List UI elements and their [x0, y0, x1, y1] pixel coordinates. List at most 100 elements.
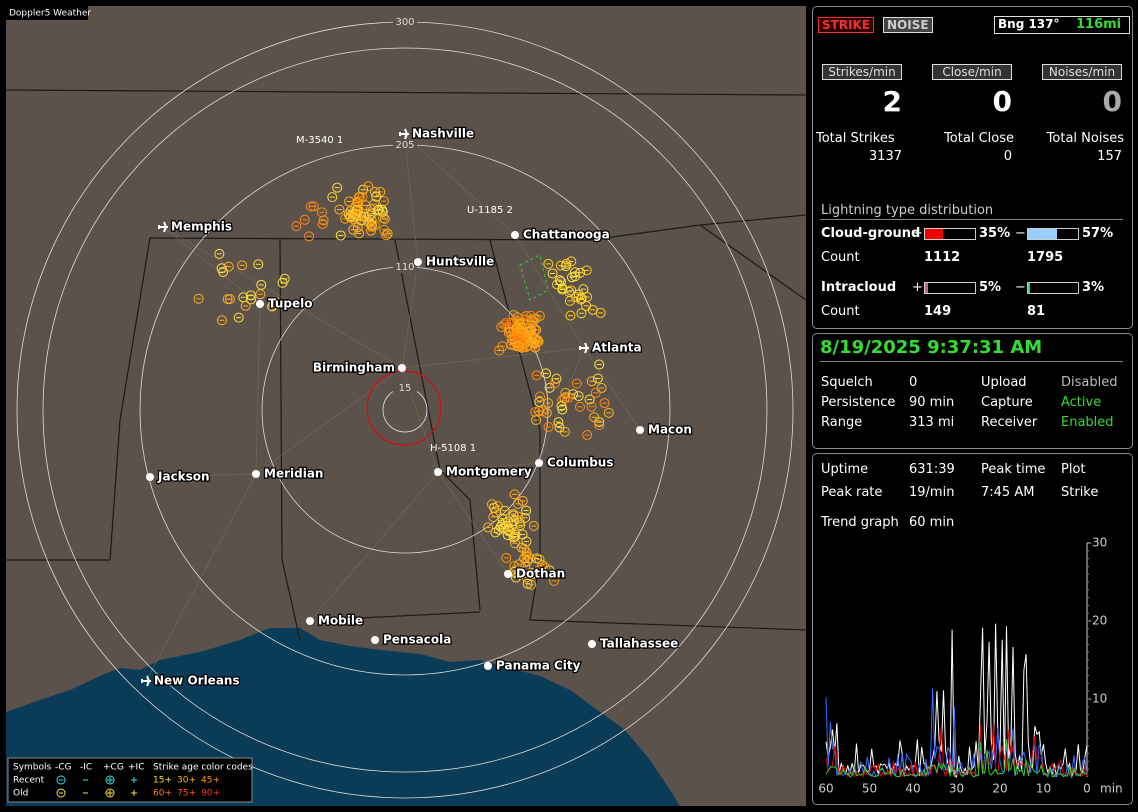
range-ring: [42, 47, 768, 773]
city-dot: [371, 636, 379, 644]
setting-value: 0: [909, 375, 918, 390]
city-label: Panama City: [496, 659, 581, 673]
service-value: Disabled: [1061, 375, 1118, 390]
service-label: Receiver: [981, 415, 1038, 430]
stat: Strike: [1061, 485, 1099, 500]
strike: [193, 293, 204, 304]
strike: [253, 259, 264, 270]
strike: [224, 294, 235, 305]
legend-symbol: [105, 788, 115, 798]
total-value: 0: [1003, 149, 1012, 164]
strike: [560, 387, 571, 398]
legend-header: Strike age color codes: [153, 763, 253, 773]
strike: [557, 404, 568, 415]
total-label: Total Strikes: [816, 131, 895, 146]
strike: [511, 572, 522, 583]
stat: 19/min: [909, 485, 955, 500]
service-label: Upload: [981, 375, 1027, 390]
strike: [521, 341, 532, 352]
legend-header: -CG: [55, 763, 72, 773]
strike: [525, 325, 536, 336]
meter-fill: [1028, 229, 1057, 239]
city-dot: [504, 570, 512, 578]
age-code: 45+: [201, 776, 220, 786]
age-code: 30+: [177, 776, 196, 786]
strike: [592, 373, 603, 384]
strike: [571, 292, 582, 303]
strike: [531, 324, 542, 335]
stat: Plot: [1061, 462, 1086, 477]
strike: [513, 329, 524, 340]
strike: [360, 200, 371, 211]
city-label: Dothan: [516, 567, 565, 581]
meter-track: [924, 282, 976, 294]
legend-symbol: [131, 790, 137, 796]
strike: [551, 373, 562, 384]
city-dot: [256, 300, 264, 308]
settings-box: [812, 333, 1133, 449]
strike: [599, 398, 610, 409]
city-dot: [252, 470, 260, 478]
legend-box: [7, 757, 253, 803]
strike: [584, 394, 595, 405]
strike: [359, 211, 370, 222]
strike: [534, 554, 545, 565]
city-dot: [484, 662, 492, 670]
strike: [335, 230, 346, 241]
strike: [371, 191, 382, 202]
strike: [570, 271, 581, 282]
strike: [521, 505, 532, 516]
age-code: 15+: [153, 776, 172, 786]
sensor-label: H-5108 1: [430, 443, 476, 454]
city-label: Mobile: [318, 614, 363, 628]
strike: [334, 204, 345, 215]
percent: 57%: [1082, 226, 1114, 241]
service-value: Enabled: [1061, 415, 1114, 430]
noise-button[interactable]: NOISE: [883, 17, 933, 33]
city-dot: [511, 231, 519, 239]
ring-label: 110: [395, 262, 414, 273]
strike: [499, 319, 510, 330]
city-dot: [306, 617, 314, 625]
strike: [540, 562, 551, 573]
strike: [340, 213, 351, 224]
strike: [365, 204, 376, 215]
trend-label: Trend graph: [821, 515, 899, 530]
strike: [490, 527, 501, 538]
strike: [316, 207, 327, 218]
strike: [534, 405, 545, 416]
strike: [576, 308, 587, 319]
stat: Uptime: [821, 462, 869, 477]
strike: [537, 560, 548, 571]
strike: [379, 214, 390, 225]
city-label: Meridian: [264, 467, 323, 481]
count-label: Count: [821, 304, 860, 319]
strike: [255, 289, 266, 300]
strike: [353, 192, 364, 203]
strike-button[interactable]: STRIKE: [818, 17, 875, 33]
strike: [508, 532, 519, 543]
sensor-label: U-1185 2: [467, 205, 513, 216]
legend-symbol: [107, 777, 113, 783]
rate-label: Close/min: [932, 64, 1012, 80]
strike: [512, 498, 523, 509]
strike: [514, 324, 525, 335]
age-code: 60+: [153, 789, 172, 799]
map: Doppler5 Weather 300 205 110 15 Nashville Mem…: [5, 6, 806, 806]
divider: [820, 361, 1123, 362]
count: 81: [1027, 304, 1046, 319]
distance: 116mi: [1076, 17, 1122, 32]
strike: [508, 509, 519, 520]
strike: [520, 561, 531, 572]
bearing: Bng 137°: [994, 16, 1130, 34]
strike: [483, 522, 494, 533]
strike: [240, 300, 251, 311]
rate-value: 0: [1102, 85, 1122, 118]
strike: [554, 422, 565, 433]
strike: [363, 181, 374, 192]
city-label: Jackson: [157, 470, 210, 484]
city-label: Birmingham: [313, 361, 395, 375]
city-dot: [146, 473, 154, 481]
strike: [543, 258, 554, 269]
city-label: Columbus: [547, 456, 614, 470]
